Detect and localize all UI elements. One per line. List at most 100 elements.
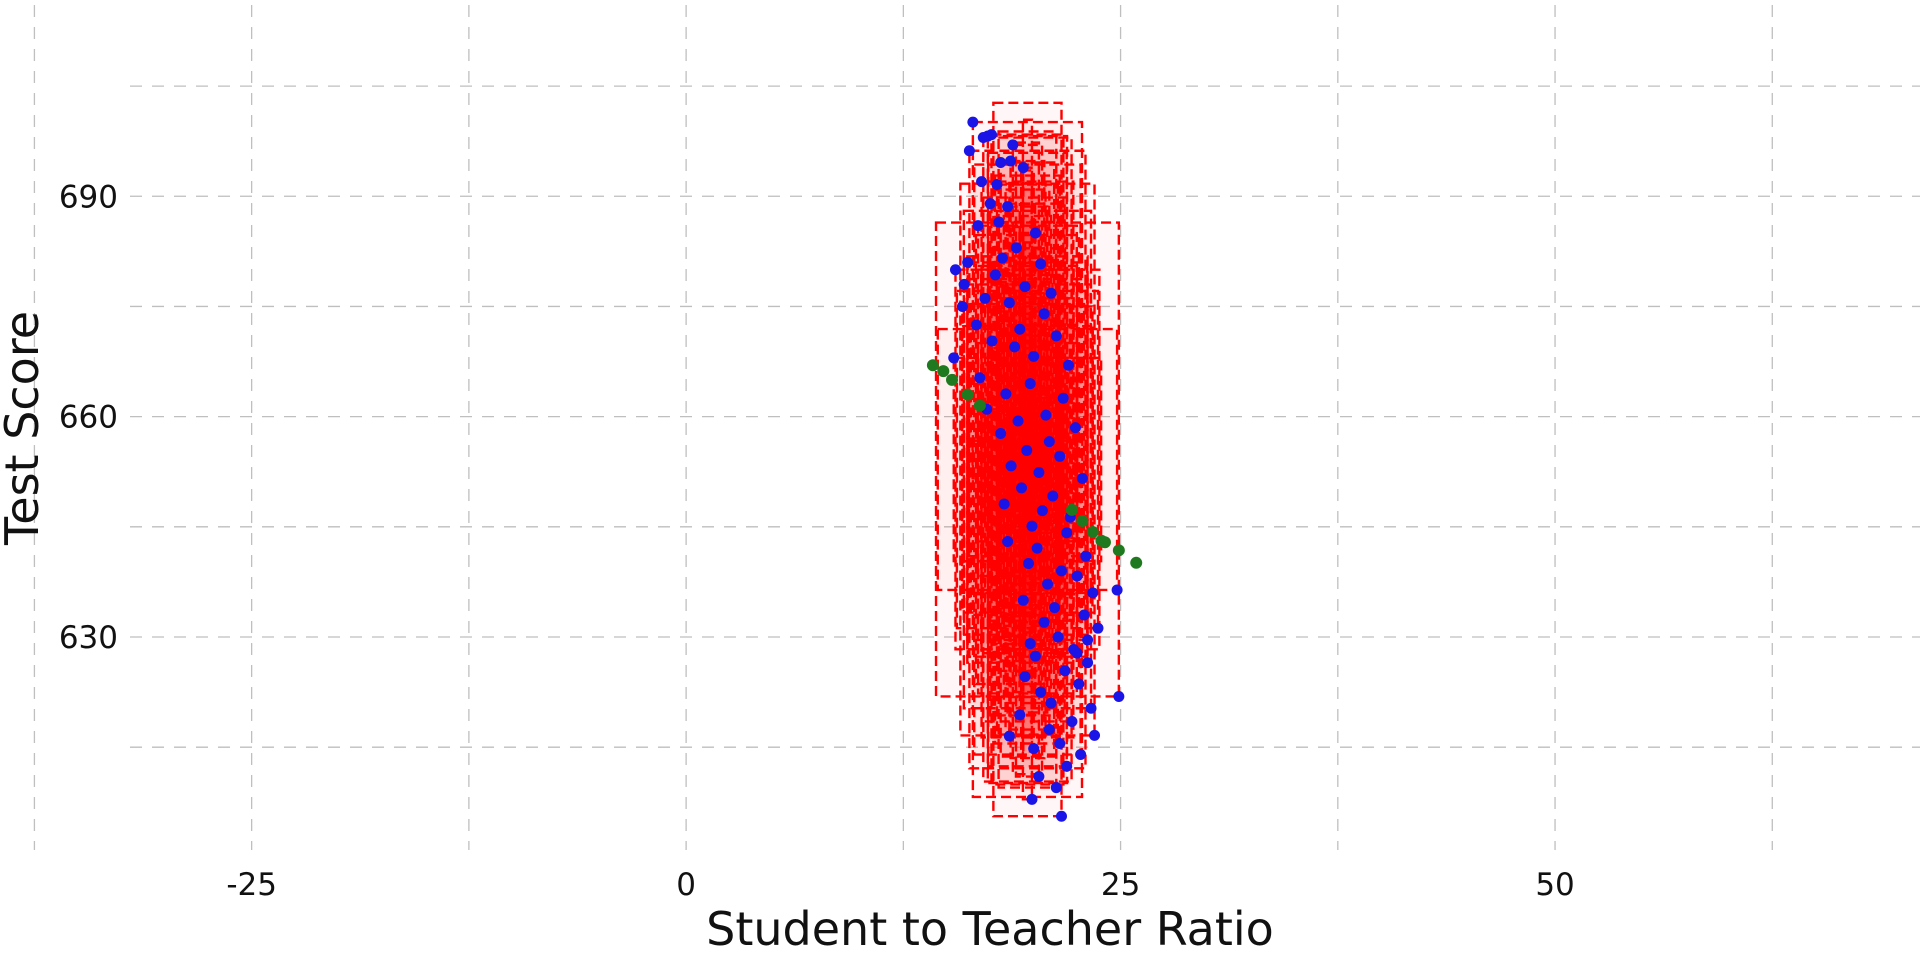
deviation-rectangle (1014, 141, 1041, 778)
data-point (1024, 378, 1036, 390)
data-point (1000, 388, 1012, 400)
data-point (962, 256, 974, 268)
data-point (1113, 690, 1125, 702)
data-point (1016, 482, 1028, 494)
deviation-rectangle (974, 233, 1081, 686)
data-point (995, 156, 1007, 168)
highlight-point (937, 365, 950, 378)
data-point (979, 292, 991, 304)
deviation-rectangle (976, 264, 1079, 655)
highlight-point (1065, 503, 1078, 516)
data-point (1075, 749, 1087, 761)
data-point (1080, 550, 1092, 562)
data-points (926, 116, 1143, 822)
data-point (1028, 743, 1040, 755)
deviation-rectangle (936, 327, 1119, 592)
deviation-rectangle (988, 247, 1067, 672)
data-point (1050, 330, 1062, 342)
x-tick-label: 50 (1535, 867, 1574, 903)
data-point (1005, 155, 1017, 167)
data-point (996, 252, 1008, 264)
data-point (976, 176, 988, 188)
data-point (1061, 760, 1073, 772)
data-point (1021, 444, 1033, 456)
data-point (1017, 594, 1029, 606)
data-point (1009, 341, 1021, 353)
data-point (1007, 139, 1019, 151)
highlight-point (1130, 556, 1143, 569)
data-point (1069, 422, 1081, 434)
data-point (1031, 542, 1043, 554)
data-point (1026, 520, 1038, 532)
data-point (1111, 584, 1123, 596)
grid-layer (33, 5, 1920, 850)
data-point (1071, 570, 1083, 582)
data-point (1059, 665, 1071, 677)
data-point (984, 198, 996, 210)
data-point (1045, 697, 1057, 709)
deviation-rectangle (969, 302, 1086, 617)
data-point (1078, 609, 1090, 621)
highlight-point (961, 388, 974, 401)
data-point (1038, 308, 1050, 320)
deviation-rectangle (986, 151, 1068, 768)
highlight-point (1095, 534, 1108, 547)
data-point (1024, 638, 1036, 650)
deviation-rectangle (1002, 214, 1053, 705)
data-point (1026, 793, 1038, 805)
deviation-rectangle (1018, 203, 1037, 717)
deviation-rectangle (955, 289, 1100, 630)
data-point (1005, 460, 1017, 472)
highlight-point (926, 359, 939, 372)
data-point (948, 352, 960, 364)
data-point (1062, 359, 1074, 371)
data-point (1033, 771, 1045, 783)
data-point (1002, 201, 1014, 213)
data-point (1082, 657, 1094, 669)
data-point (995, 428, 1007, 440)
data-point (1045, 287, 1057, 299)
x-tick-label: -25 (226, 867, 277, 903)
data-point (1028, 350, 1040, 362)
deviation-rectangle (960, 324, 1094, 595)
deviation-rectangle (954, 268, 1101, 651)
data-point (949, 264, 961, 276)
deviation-rectangle (1013, 225, 1042, 694)
data-point (1017, 162, 1029, 174)
data-point (1043, 436, 1055, 448)
data-point (986, 335, 998, 347)
data-point (1019, 281, 1031, 293)
data-point (977, 132, 989, 144)
data-point (991, 179, 1003, 191)
data-point (1042, 578, 1054, 590)
deviation-rectangles (934, 101, 1121, 818)
data-point (1019, 671, 1031, 683)
data-point (1014, 709, 1026, 721)
highlight-point (973, 399, 986, 412)
data-point (1035, 686, 1047, 698)
deviation-rectangle (981, 196, 1074, 723)
data-point (1010, 242, 1022, 254)
data-point (1054, 450, 1066, 462)
deviation-rectangle (961, 305, 1094, 614)
deviation-rectangle (1009, 295, 1046, 624)
deviation-rectangle (980, 268, 1075, 651)
data-point (1076, 472, 1088, 484)
data-point (1089, 729, 1101, 741)
data-point (970, 319, 982, 331)
deviation-rectangle (997, 130, 1058, 789)
data-point (1012, 415, 1024, 427)
data-point (1066, 715, 1078, 727)
data-point (1029, 650, 1041, 662)
data-point (963, 145, 975, 157)
data-point (1052, 631, 1064, 643)
highlight-point (946, 373, 959, 386)
data-point (1014, 323, 1026, 335)
data-point (974, 372, 986, 384)
data-point (1049, 602, 1061, 614)
data-point (1073, 678, 1085, 690)
data-point (958, 278, 970, 290)
deviation-rectangle (934, 221, 1121, 698)
deviation-rectangle (1000, 421, 1055, 498)
data-point (1054, 737, 1066, 749)
